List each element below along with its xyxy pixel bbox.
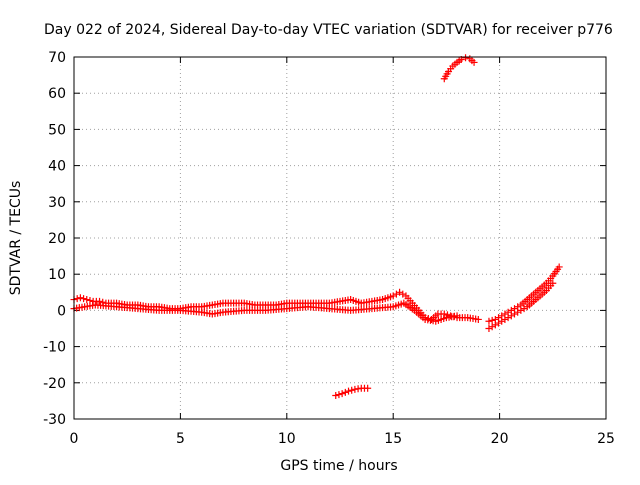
data-point xyxy=(396,288,404,296)
data-point xyxy=(507,312,515,320)
y-tick-label: 30 xyxy=(48,195,66,211)
data-point xyxy=(485,317,493,325)
data-point xyxy=(332,391,340,399)
x-axis-label: GPS time / hours xyxy=(280,458,397,474)
data-point xyxy=(488,323,496,331)
data-point xyxy=(488,316,496,324)
data-point xyxy=(549,279,557,287)
data-series xyxy=(485,263,563,325)
x-tick-label: 0 xyxy=(70,431,79,447)
data-point xyxy=(76,294,84,302)
y-tick-label: 50 xyxy=(48,122,66,138)
x-tick-label: 20 xyxy=(491,431,509,447)
x-tick-label: 25 xyxy=(597,431,615,447)
plot-frame xyxy=(73,56,607,420)
data-point xyxy=(504,314,512,322)
data-point xyxy=(399,290,407,298)
data-point xyxy=(80,295,88,303)
data-point xyxy=(555,263,563,271)
data-point xyxy=(348,386,356,394)
y-tick-label: 20 xyxy=(48,231,66,247)
data-point xyxy=(96,297,104,305)
data-point xyxy=(495,319,503,327)
data-point xyxy=(338,390,346,398)
y-tick-label: -30 xyxy=(43,412,66,428)
data-point xyxy=(498,317,506,325)
y-axis-label: SDTVAR / TECUs xyxy=(8,181,24,296)
data-series xyxy=(70,299,461,325)
chart-title: Day 022 of 2024, Sidereal Day-to-day VTE… xyxy=(44,22,613,38)
data-point xyxy=(474,315,482,323)
data-point xyxy=(73,295,81,303)
data-point xyxy=(345,387,353,395)
y-tick-label: 0 xyxy=(57,303,66,319)
data-point xyxy=(501,315,509,323)
data-point xyxy=(453,312,461,320)
data-point xyxy=(470,58,478,66)
data-series xyxy=(485,279,557,332)
data-point xyxy=(335,391,343,399)
data-point xyxy=(462,54,470,62)
data-point xyxy=(520,305,528,313)
data-point xyxy=(485,325,493,332)
x-tick-label: 5 xyxy=(176,431,185,447)
y-tick-label: -10 xyxy=(43,340,66,356)
data-point xyxy=(341,388,349,396)
data-series xyxy=(332,384,372,399)
data-point xyxy=(514,308,522,316)
tick-layer: 0 5 10 15 20 25 -30 -20 -10 0 10 20 30 40 50 60 70 xyxy=(43,50,615,447)
data-point xyxy=(510,310,518,318)
y-tick-label: 40 xyxy=(48,159,66,175)
y-tick-label: 10 xyxy=(48,267,66,283)
data-point xyxy=(517,306,525,314)
data-marks xyxy=(70,54,563,399)
data-point xyxy=(83,296,91,304)
y-tick-label: 60 xyxy=(48,86,66,102)
y-tick-label: -20 xyxy=(43,376,66,392)
data-series xyxy=(440,54,478,83)
data-point xyxy=(491,321,499,329)
x-tick-label: 15 xyxy=(384,431,402,447)
x-tick-label: 10 xyxy=(278,431,296,447)
y-tick-label: 70 xyxy=(48,50,66,66)
grid-layer xyxy=(74,57,606,419)
data-point xyxy=(364,384,372,392)
